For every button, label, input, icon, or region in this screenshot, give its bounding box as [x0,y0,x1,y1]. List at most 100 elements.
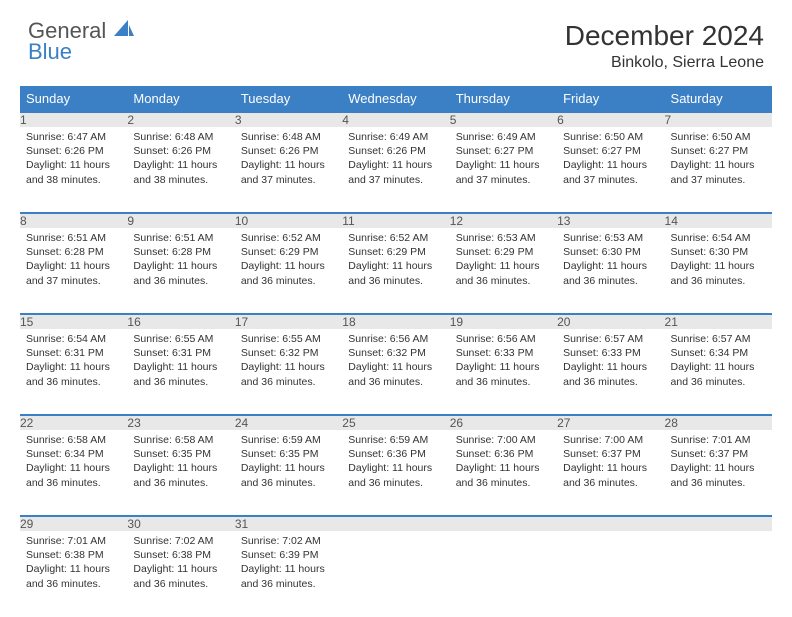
daylight-line: Daylight: 11 hours and 36 minutes. [26,562,121,590]
sunrise-line: Sunrise: 6:57 AM [671,332,766,346]
sail-icon [114,20,134,42]
location: Binkolo, Sierra Leone [565,54,764,72]
day-details: Sunrise: 6:49 AMSunset: 6:26 PMDaylight:… [342,127,449,191]
daylight-line: Daylight: 11 hours and 36 minutes. [133,562,228,590]
day-cell: Sunrise: 6:47 AMSunset: 6:26 PMDaylight:… [20,127,127,213]
day-number: 3 [235,112,342,127]
day-number: 20 [557,314,664,329]
weekday-header: Monday [127,86,234,112]
day-cell: Sunrise: 6:50 AMSunset: 6:27 PMDaylight:… [665,127,772,213]
weekday-header: Saturday [665,86,772,112]
sunset-line: Sunset: 6:26 PM [26,144,121,158]
day-cell: Sunrise: 6:53 AMSunset: 6:29 PMDaylight:… [450,228,557,314]
day-cell: Sunrise: 6:55 AMSunset: 6:31 PMDaylight:… [127,329,234,415]
day-cell: Sunrise: 6:49 AMSunset: 6:27 PMDaylight:… [450,127,557,213]
day-cell: Sunrise: 6:58 AMSunset: 6:35 PMDaylight:… [127,430,234,516]
daylight-line: Daylight: 11 hours and 36 minutes. [133,461,228,489]
day-details: Sunrise: 6:59 AMSunset: 6:35 PMDaylight:… [235,430,342,494]
day-number: 31 [235,516,342,531]
sunrise-line: Sunrise: 6:47 AM [26,130,121,144]
day-details: Sunrise: 6:59 AMSunset: 6:36 PMDaylight:… [342,430,449,494]
month-title: December 2024 [565,20,764,52]
daylight-line: Daylight: 11 hours and 36 minutes. [241,259,336,287]
sunrise-line: Sunrise: 6:49 AM [456,130,551,144]
weekday-header: Sunday [20,86,127,112]
day-details: Sunrise: 6:48 AMSunset: 6:26 PMDaylight:… [235,127,342,191]
day-details: Sunrise: 6:57 AMSunset: 6:33 PMDaylight:… [557,329,664,393]
day-details: Sunrise: 6:53 AMSunset: 6:30 PMDaylight:… [557,228,664,292]
daylight-line: Daylight: 11 hours and 36 minutes. [456,259,551,287]
day-details: Sunrise: 6:55 AMSunset: 6:31 PMDaylight:… [127,329,234,393]
sunrise-line: Sunrise: 6:50 AM [563,130,658,144]
sunset-line: Sunset: 6:29 PM [241,245,336,259]
day-details: Sunrise: 6:58 AMSunset: 6:35 PMDaylight:… [127,430,234,494]
sunset-line: Sunset: 6:34 PM [671,346,766,360]
daylight-line: Daylight: 11 hours and 36 minutes. [348,461,443,489]
day-cell: Sunrise: 6:51 AMSunset: 6:28 PMDaylight:… [127,228,234,314]
day-details: Sunrise: 7:00 AMSunset: 6:37 PMDaylight:… [557,430,664,494]
day-content-row: Sunrise: 6:54 AMSunset: 6:31 PMDaylight:… [20,329,772,415]
day-number-row: 22232425262728 [20,415,772,430]
day-number: 23 [127,415,234,430]
day-number: 16 [127,314,234,329]
daylight-line: Daylight: 11 hours and 36 minutes. [241,360,336,388]
sunrise-line: Sunrise: 6:48 AM [133,130,228,144]
day-details: Sunrise: 6:51 AMSunset: 6:28 PMDaylight:… [20,228,127,292]
sunset-line: Sunset: 6:38 PM [26,548,121,562]
day-cell: Sunrise: 6:51 AMSunset: 6:28 PMDaylight:… [20,228,127,314]
daylight-line: Daylight: 11 hours and 36 minutes. [563,360,658,388]
page-header: General Blue December 2024 Binkolo, Sier… [0,0,792,80]
weekday-header: Wednesday [342,86,449,112]
day-details: Sunrise: 6:50 AMSunset: 6:27 PMDaylight:… [665,127,772,191]
day-cell: Sunrise: 6:57 AMSunset: 6:34 PMDaylight:… [665,329,772,415]
day-cell: Sunrise: 6:54 AMSunset: 6:30 PMDaylight:… [665,228,772,314]
day-cell: Sunrise: 6:52 AMSunset: 6:29 PMDaylight:… [235,228,342,314]
day-details: Sunrise: 6:49 AMSunset: 6:27 PMDaylight:… [450,127,557,191]
day-cell: Sunrise: 6:59 AMSunset: 6:35 PMDaylight:… [235,430,342,516]
daylight-line: Daylight: 11 hours and 37 minutes. [241,158,336,186]
day-details: Sunrise: 7:01 AMSunset: 6:37 PMDaylight:… [665,430,772,494]
sunset-line: Sunset: 6:26 PM [348,144,443,158]
day-number [342,516,449,531]
day-number: 18 [342,314,449,329]
sunset-line: Sunset: 6:33 PM [563,346,658,360]
day-number: 8 [20,213,127,228]
sunset-line: Sunset: 6:27 PM [563,144,658,158]
day-number: 30 [127,516,234,531]
daylight-line: Daylight: 11 hours and 36 minutes. [241,461,336,489]
daylight-line: Daylight: 11 hours and 37 minutes. [563,158,658,186]
day-cell: Sunrise: 7:02 AMSunset: 6:39 PMDaylight:… [235,531,342,617]
day-number: 21 [665,314,772,329]
weekday-row: SundayMondayTuesdayWednesdayThursdayFrid… [20,86,772,112]
day-number [665,516,772,531]
day-number: 11 [342,213,449,228]
sunrise-line: Sunrise: 6:53 AM [456,231,551,245]
day-number: 14 [665,213,772,228]
sunrise-line: Sunrise: 6:53 AM [563,231,658,245]
day-details: Sunrise: 6:54 AMSunset: 6:30 PMDaylight:… [665,228,772,292]
day-number-row: 15161718192021 [20,314,772,329]
day-details: Sunrise: 7:01 AMSunset: 6:38 PMDaylight:… [20,531,127,595]
day-number: 13 [557,213,664,228]
daylight-line: Daylight: 11 hours and 36 minutes. [671,461,766,489]
day-cell: Sunrise: 6:56 AMSunset: 6:33 PMDaylight:… [450,329,557,415]
day-details: Sunrise: 6:51 AMSunset: 6:28 PMDaylight:… [127,228,234,292]
day-number: 26 [450,415,557,430]
day-number: 29 [20,516,127,531]
day-number-row: 293031 [20,516,772,531]
daylight-line: Daylight: 11 hours and 36 minutes. [671,360,766,388]
day-details: Sunrise: 7:00 AMSunset: 6:36 PMDaylight:… [450,430,557,494]
day-number: 5 [450,112,557,127]
daylight-line: Daylight: 11 hours and 36 minutes. [26,461,121,489]
sunset-line: Sunset: 6:35 PM [133,447,228,461]
day-details: Sunrise: 6:57 AMSunset: 6:34 PMDaylight:… [665,329,772,393]
sunrise-line: Sunrise: 6:55 AM [133,332,228,346]
day-cell: Sunrise: 6:57 AMSunset: 6:33 PMDaylight:… [557,329,664,415]
sunset-line: Sunset: 6:31 PM [133,346,228,360]
day-number: 10 [235,213,342,228]
calendar-table: SundayMondayTuesdayWednesdayThursdayFrid… [20,86,772,617]
day-cell: Sunrise: 7:00 AMSunset: 6:36 PMDaylight:… [450,430,557,516]
sunset-line: Sunset: 6:36 PM [348,447,443,461]
daylight-line: Daylight: 11 hours and 37 minutes. [456,158,551,186]
sunrise-line: Sunrise: 6:59 AM [241,433,336,447]
